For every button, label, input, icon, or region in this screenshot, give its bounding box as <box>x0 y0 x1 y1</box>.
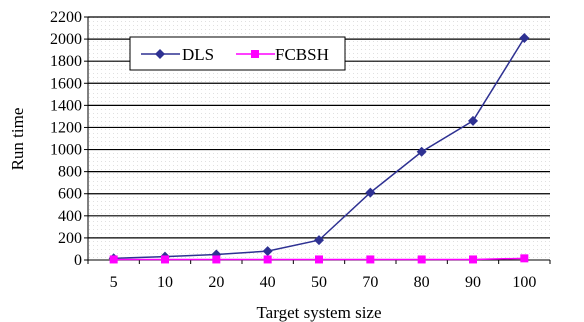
data-point-fcbsh <box>520 254 529 263</box>
x-tick-label: 100 <box>512 274 536 291</box>
data-point-dls <box>365 187 376 198</box>
y-tick-label: 1400 <box>50 97 82 114</box>
y-tick-label: 1000 <box>50 142 82 159</box>
data-point-fcbsh <box>109 255 118 264</box>
data-point-fcbsh <box>417 255 426 264</box>
x-axis-label: Target system size <box>256 303 381 322</box>
x-tick-label: 40 <box>260 274 276 291</box>
data-point-fcbsh <box>212 255 221 264</box>
data-point-fcbsh <box>263 255 272 264</box>
y-axis-label: Run time <box>8 108 27 171</box>
y-tick-label: 1800 <box>50 53 82 70</box>
data-point-dls <box>314 235 324 246</box>
y-tick-label: 2200 <box>50 9 82 26</box>
legend-marker-dls <box>155 49 165 59</box>
y-tick-label: 2000 <box>50 31 82 48</box>
x-tick-label: 80 <box>414 274 430 291</box>
y-tick-label: 0 <box>74 252 82 269</box>
legend: DLS FCBSH <box>129 36 346 71</box>
y-tick-labels: 0 200 400 600 800 1000 1200 1400 1600 1800 2000 220… <box>50 9 82 269</box>
y-tick-label: 1600 <box>50 75 82 92</box>
y-tick-label: 800 <box>58 164 82 181</box>
y-tick-label: 600 <box>58 186 82 203</box>
x-tick-label: 50 <box>311 274 327 291</box>
series-group <box>108 32 530 264</box>
data-point-fcbsh <box>366 255 375 264</box>
data-point-dls <box>262 246 273 257</box>
legend-marker-fcbsh <box>251 50 259 58</box>
legend-label-dls: DLS <box>182 45 214 64</box>
x-tick-label: 90 <box>465 274 481 291</box>
x-tick-label: 10 <box>157 274 173 291</box>
data-point-dls <box>416 146 427 157</box>
data-point-fcbsh <box>315 255 323 264</box>
data-point-fcbsh <box>161 255 169 264</box>
y-tick-label: 200 <box>58 230 82 247</box>
x-tick-label: 70 <box>362 274 378 291</box>
data-point-dls <box>519 32 530 43</box>
x-tick-labels: 5 10 20 40 50 70 80 90 100 <box>110 274 537 291</box>
data-point-dls <box>468 115 478 126</box>
legend-label-fcbsh: FCBSH <box>275 45 329 64</box>
x-tick-label: 5 <box>110 274 118 291</box>
data-point-fcbsh <box>469 255 477 264</box>
y-tick-label: 400 <box>58 208 82 225</box>
x-tick-label: 20 <box>208 274 224 291</box>
y-tick-label: 1200 <box>50 119 82 136</box>
